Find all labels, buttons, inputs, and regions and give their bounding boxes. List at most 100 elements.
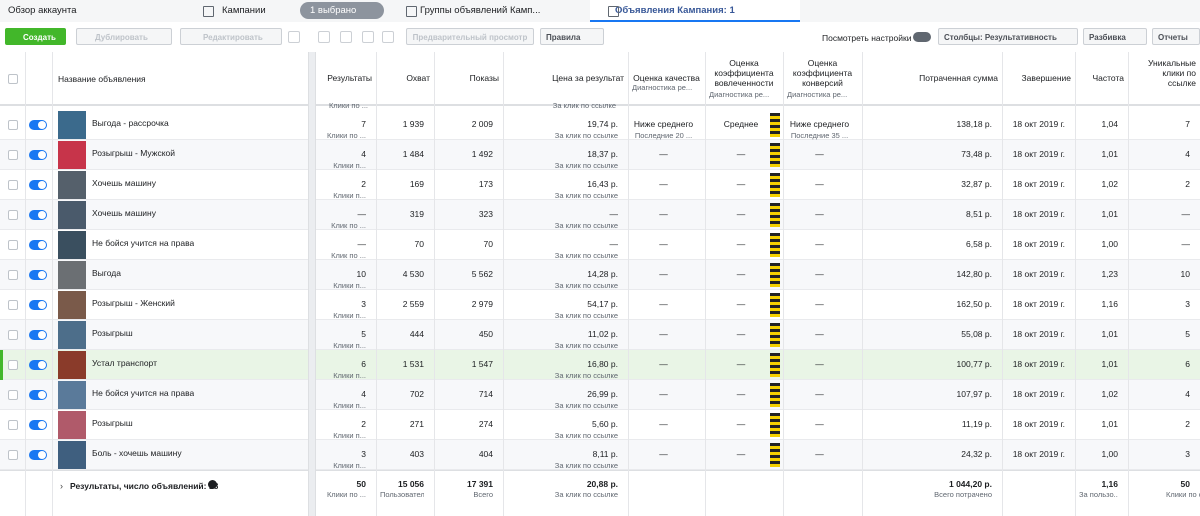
row-toggle[interactable]	[29, 150, 47, 160]
footer-cell: 17 391	[467, 479, 493, 489]
ad-name[interactable]: Розыгрыш - Женский	[92, 298, 175, 308]
row-toggle[interactable]	[29, 450, 47, 460]
cell: 73,48 р.	[961, 149, 992, 159]
ad-name[interactable]: Не бойся учится на права	[92, 388, 195, 398]
switch	[913, 32, 931, 42]
row-checkbox[interactable]	[8, 270, 18, 280]
row-checkbox[interactable]	[8, 210, 18, 220]
ad-name[interactable]: Хочешь машину	[92, 208, 156, 218]
toolbar-button[interactable]: Столбцы: Результативность	[938, 28, 1078, 45]
row-checkbox[interactable]	[8, 330, 18, 340]
row-checkbox[interactable]	[8, 150, 18, 160]
cell: 2	[1185, 179, 1190, 189]
cell: —	[815, 449, 824, 459]
cell: —	[659, 389, 668, 399]
cell: 18 окт 2019 г.	[1012, 389, 1065, 399]
cell: Ниже среднего	[633, 119, 694, 129]
cell: —	[736, 359, 746, 369]
cell: 18 окт 2019 г.	[1012, 359, 1065, 369]
ad-name[interactable]: Розыгрыш	[92, 328, 133, 338]
cell-sub: Последние 20 ...	[634, 131, 693, 140]
creative-thumbnail	[770, 323, 780, 347]
cell: —	[736, 329, 746, 339]
row-checkbox[interactable]	[8, 180, 18, 190]
cell: 274	[478, 419, 493, 429]
row-checkbox[interactable]	[8, 240, 18, 250]
cell: 1 939	[402, 119, 424, 129]
row-bg	[0, 170, 1200, 200]
row-toggle[interactable]	[29, 330, 47, 340]
row-checkbox[interactable]	[8, 120, 18, 130]
tab[interactable]: Объявления Кампания: 1	[615, 5, 735, 16]
row-checkbox[interactable]	[8, 420, 18, 430]
cell: 7	[1185, 119, 1190, 129]
column-divider	[1075, 52, 1076, 516]
header-bg	[0, 52, 1200, 106]
cell: 444	[409, 329, 424, 339]
row-toggle[interactable]	[29, 210, 47, 220]
row-toggle[interactable]	[29, 300, 47, 310]
row-bg	[0, 110, 1200, 140]
row-toggle[interactable]	[29, 420, 47, 430]
cell: 55,08 р.	[961, 329, 992, 339]
row-toggle[interactable]	[29, 180, 47, 190]
tab[interactable]: 1 выбрано	[310, 5, 357, 16]
cell: 2	[361, 419, 366, 429]
cell: —	[815, 149, 824, 159]
cell-sub: Последние 35 ...	[790, 131, 849, 140]
toolbar-button[interactable]: Отчеты	[1152, 28, 1200, 45]
ad-name[interactable]: Не бойся учится на права	[92, 238, 195, 248]
creative-thumbnail	[770, 173, 780, 197]
row-toggle[interactable]	[29, 360, 47, 370]
cell: 4 530	[402, 269, 424, 279]
header-checkbox	[8, 74, 18, 84]
toolbar-button[interactable]: Разбивка	[1083, 28, 1147, 45]
ad-name[interactable]: Розыгрыш	[92, 418, 133, 428]
row-toggle[interactable]	[29, 120, 47, 130]
row-toggle[interactable]	[29, 240, 47, 250]
cell-sub: Клики по ...	[326, 131, 366, 140]
column-header: Оценка качества	[633, 73, 700, 83]
cell: 18 окт 2019 г.	[1012, 299, 1065, 309]
tab[interactable]: Кампании	[222, 5, 266, 16]
tab[interactable]: Группы объявлений Камп...	[420, 5, 541, 16]
row-checkbox[interactable]	[8, 360, 18, 370]
row-checkbox[interactable]	[8, 450, 18, 460]
cell: 1,01	[1101, 209, 1118, 219]
cell-sub: Клики п...	[333, 161, 366, 170]
creative-thumbnail	[770, 143, 780, 167]
toolbar-button[interactable]: Создать	[5, 28, 66, 45]
footer-sub: Всего	[473, 490, 493, 499]
ad-thumbnail	[58, 411, 86, 439]
ad-name[interactable]: Хочешь машину	[92, 178, 156, 188]
row-toggle[interactable]	[29, 270, 47, 280]
ad-name[interactable]: Боль - хочешь машину	[92, 448, 182, 458]
cell-sub: За клик по ссылке	[554, 281, 618, 290]
cell: 4	[1185, 149, 1190, 159]
ad-name[interactable]: Устал транспорт	[92, 358, 157, 368]
row-toggle[interactable]	[29, 390, 47, 400]
cell: —	[736, 419, 746, 429]
ad-name[interactable]: Розыгрыш - Мужской	[92, 148, 175, 158]
cell: 70	[414, 239, 424, 249]
ad-thumbnail	[58, 441, 86, 469]
cell: 16,43 р.	[587, 179, 618, 189]
ad-name[interactable]: Выгода - рассрочка	[92, 118, 169, 128]
toolbar-button[interactable]: Дублировать	[76, 28, 172, 45]
cell: 173	[478, 179, 493, 189]
toolbar-button[interactable]: Предварительный просмотр	[406, 28, 534, 45]
row-bg	[0, 350, 1200, 380]
cell-sub: Клики п...	[333, 461, 366, 470]
row-checkbox[interactable]	[8, 390, 18, 400]
column-header: Завершение	[1021, 73, 1071, 83]
creative-thumbnail	[770, 113, 780, 137]
cell-sub: За клик по ссылке	[554, 191, 618, 200]
row-checkbox[interactable]	[8, 300, 18, 310]
tab[interactable]: Обзор аккаунта	[8, 5, 77, 16]
ad-name[interactable]: Выгода	[92, 268, 121, 278]
toolbar-button[interactable]: Редактировать	[180, 28, 282, 45]
cell: —	[609, 209, 619, 219]
toolbar-button[interactable]: Правила	[540, 28, 604, 45]
cell: 714	[478, 389, 493, 399]
cell: 10	[1180, 269, 1190, 279]
